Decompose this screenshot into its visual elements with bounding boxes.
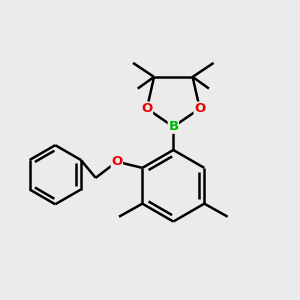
Text: B: B	[168, 120, 178, 133]
Text: O: O	[111, 155, 122, 168]
Text: O: O	[141, 102, 152, 115]
Text: O: O	[194, 102, 206, 115]
